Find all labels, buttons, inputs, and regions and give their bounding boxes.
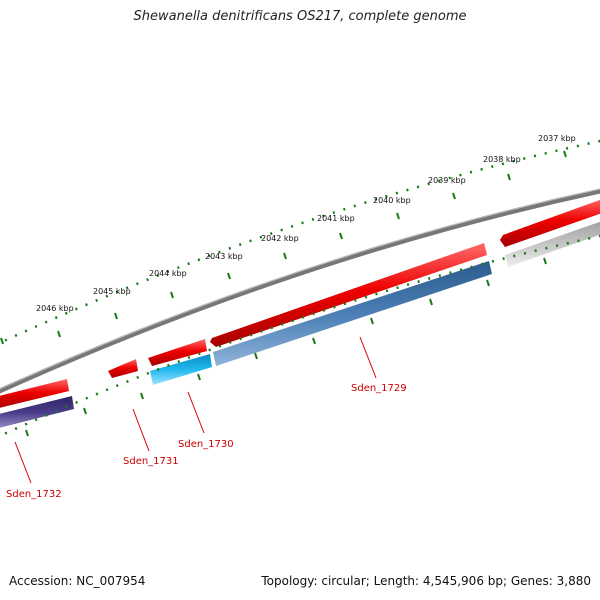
label-leaders <box>14 336 377 484</box>
tick-label-2044: 2044 kbp <box>149 269 187 278</box>
cds-sden-1728 <box>505 221 600 267</box>
tick-label-2037: 2037 kbp <box>538 134 576 143</box>
gene-label-sden-1729[interactable]: Sden_1729 <box>351 383 407 394</box>
tick-label-2041: 2041 kbp <box>317 214 355 223</box>
topology-text: Topology: circular; Length: 4,545,906 bp… <box>261 574 591 588</box>
cds-sden-1729 <box>213 261 492 366</box>
tick-label-2042: 2042 kbp <box>261 234 299 243</box>
tick-label-2038: 2038 kbp <box>483 155 521 164</box>
map-title: Shewanella denitrificans OS217, complete… <box>133 9 467 24</box>
gene-label-sden-1731[interactable]: Sden_1731 <box>123 456 179 467</box>
gene-sden-1731-red <box>108 359 138 378</box>
outer-major-ticks <box>0 150 567 345</box>
cds-sden-1732 <box>0 396 74 428</box>
tick-label-2046: 2046 kbp <box>36 304 74 313</box>
gene-sden-1730-red <box>148 339 207 366</box>
gene-label-sden-1732[interactable]: Sden_1732 <box>6 489 62 500</box>
tick-label-2039: 2039 kbp <box>428 176 466 185</box>
gene-sden-1728-red <box>500 199 600 247</box>
inner-major-ticks <box>25 257 547 437</box>
gene-sden-1729-red <box>210 243 487 347</box>
tick-label-2040: 2040 kbp <box>373 196 411 205</box>
cds-features <box>0 221 600 428</box>
gene-label-sden-1730[interactable]: Sden_1730 <box>178 439 234 450</box>
gene-sden-1732-red <box>0 379 69 408</box>
accession-text: Accession: NC_007954 <box>9 574 146 588</box>
tick-label-2043: 2043 kbp <box>205 252 243 261</box>
gene-features-red <box>0 199 600 408</box>
genome-backbone <box>0 188 600 394</box>
tick-label-2045: 2045 kbp <box>93 287 131 296</box>
cds-sden-1730 <box>150 354 212 385</box>
